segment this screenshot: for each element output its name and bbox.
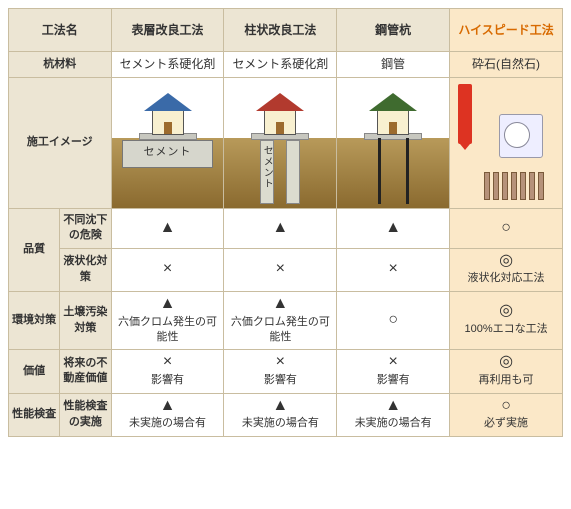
symbol: ▲ — [160, 397, 176, 414]
symbol: × — [276, 353, 285, 370]
row-label: 液状化対策 — [60, 248, 111, 291]
data-cell: × 影響有 — [111, 350, 224, 393]
data-cell: ◎ 再利用も可 — [450, 350, 563, 393]
symbol: ◎ — [499, 252, 513, 269]
symbol: ○ — [501, 397, 511, 414]
row-image: 施工イメージ — [9, 77, 112, 208]
subtext: 未実施の場合有 — [339, 416, 447, 431]
symbol: ▲ — [160, 295, 176, 312]
construction-illustration — [337, 78, 449, 208]
pile-material-cell: セメント系硬化剤 — [111, 52, 224, 78]
illus-surface: セメント — [111, 77, 224, 208]
data-cell: × 影響有 — [337, 350, 450, 393]
row-label: 性能検査の実施 — [60, 393, 111, 436]
pile-material-cell: 鋼管 — [337, 52, 450, 78]
data-cell: ○ — [337, 291, 450, 350]
symbol: × — [389, 260, 398, 277]
symbol: ▲ — [272, 295, 288, 312]
symbol: ▲ — [385, 219, 401, 236]
subtext: 未実施の場合有 — [226, 416, 334, 431]
data-cell: ◎ 100%エコな工法 — [450, 291, 563, 350]
data-cell: ▲ — [224, 208, 337, 248]
symbol: ○ — [388, 311, 398, 328]
data-cell: ▲ — [337, 208, 450, 248]
symbol: ▲ — [272, 397, 288, 414]
subtext: 六価クロム発生の可能性 — [226, 315, 334, 346]
hispeed-mascot — [450, 78, 562, 208]
subtext: 100%エコな工法 — [452, 322, 560, 337]
header-row: 工法名 表層改良工法 柱状改良工法 鋼管杭 ハイスピード工法 — [9, 9, 563, 52]
data-cell: ○ 必ず実施 — [450, 393, 563, 436]
group-label: 性能検査 — [9, 393, 60, 436]
subtext: 再利用も可 — [452, 373, 560, 388]
data-cell: ▲ 未実施の場合有 — [111, 393, 224, 436]
data-cell: ▲ 六価クロム発生の可能性 — [111, 291, 224, 350]
illus-steel-pipe — [337, 77, 450, 208]
illus-hispeed — [450, 77, 563, 208]
data-cell: ▲ — [111, 208, 224, 248]
group-label: 環境対策 — [9, 291, 60, 350]
data-cell: ◎ 液状化対応工法 — [450, 248, 563, 291]
data-cell: × — [224, 248, 337, 291]
illus-column: セメント — [224, 77, 337, 208]
data-cell: ▲ 未実施の場合有 — [337, 393, 450, 436]
row-label: 土壌汚染対策 — [60, 291, 111, 350]
construction-illustration: セメント — [224, 78, 336, 208]
construction-illustration: セメント — [112, 78, 224, 208]
symbol: ▲ — [385, 397, 401, 414]
symbol: ○ — [501, 219, 511, 236]
data-cell: × 影響有 — [224, 350, 337, 393]
pile-material-cell: 砕石(自然石) — [450, 52, 563, 78]
symbol: × — [163, 353, 172, 370]
subtext: 六価クロム発生の可能性 — [114, 315, 222, 346]
group-label: 品質 — [9, 208, 60, 291]
symbol: × — [389, 353, 398, 370]
symbol: × — [276, 260, 285, 277]
symbol: × — [163, 260, 172, 277]
symbol: ◎ — [499, 302, 513, 319]
row-label: 不同沈下の危険 — [60, 208, 111, 248]
row-label: 将来の不動産価値 — [60, 350, 111, 393]
symbol: ▲ — [272, 219, 288, 236]
col-0: 表層改良工法 — [111, 9, 224, 52]
header-name: 工法名 — [9, 9, 112, 52]
col-1: 柱状改良工法 — [224, 9, 337, 52]
row-pile-material: 杭材料 — [9, 52, 112, 78]
red-tag-icon — [458, 84, 472, 144]
col-2: 鋼管杭 — [337, 9, 450, 52]
data-cell: × — [337, 248, 450, 291]
col-3-highlight: ハイスピード工法 — [450, 9, 563, 52]
symbol: ▲ — [160, 219, 176, 236]
symbol: ◎ — [499, 353, 513, 370]
data-cell: × — [111, 248, 224, 291]
subtext: 影響有 — [114, 373, 222, 388]
pile-material-cell: セメント系硬化剤 — [224, 52, 337, 78]
subtext: 必ず実施 — [452, 416, 560, 431]
group-label: 価値 — [9, 350, 60, 393]
subtext: 液状化対応工法 — [452, 271, 560, 286]
data-cell: ▲ 六価クロム発生の可能性 — [224, 291, 337, 350]
subtext: 影響有 — [339, 373, 447, 388]
data-cell: ○ — [450, 208, 563, 248]
comparison-table: 工法名 表層改良工法 柱状改良工法 鋼管杭 ハイスピード工法 杭材料セメント系硬… — [8, 8, 563, 437]
subtext: 影響有 — [226, 373, 334, 388]
subtext: 未実施の場合有 — [114, 416, 222, 431]
data-cell: ▲ 未実施の場合有 — [224, 393, 337, 436]
